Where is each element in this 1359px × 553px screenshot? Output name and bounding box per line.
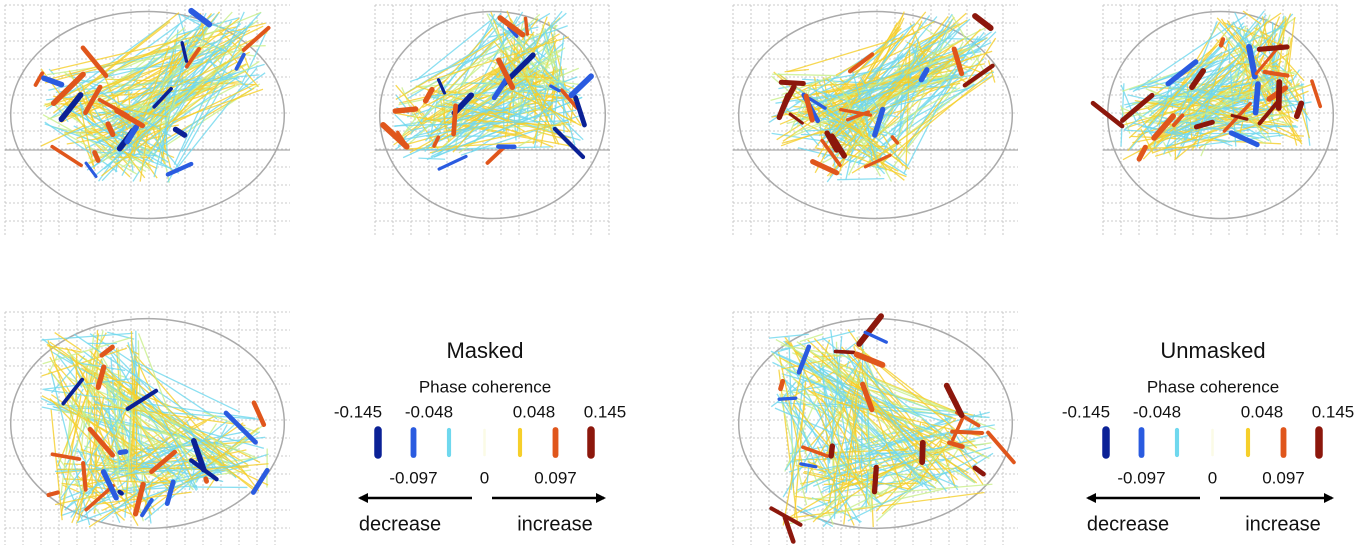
brain-view [375, 5, 610, 235]
legend-label: -0.145 [334, 402, 382, 421]
connection-strong [865, 332, 886, 342]
panel-title: Unmasked [1160, 338, 1265, 363]
brain-view [5, 312, 290, 545]
connection-strong [576, 97, 585, 124]
panel-title: Masked [446, 338, 523, 363]
legend-label: 0.048 [513, 402, 556, 421]
legend-label: -0.097 [1117, 468, 1165, 487]
connection-strong [120, 452, 126, 453]
brain-view [733, 312, 1018, 545]
connection-strong [526, 18, 528, 34]
connection-strong [779, 398, 796, 399]
connection-strong [36, 73, 43, 85]
connection-strong [555, 129, 583, 157]
legend-label: 0.097 [534, 468, 577, 487]
panel: Masked Phase coherence -0.145 -0.097 -0.048 0… [5, 5, 626, 545]
legend-label: 0 [480, 468, 489, 487]
brain-view [1093, 5, 1338, 235]
connection-strong [831, 446, 832, 456]
connection [1268, 135, 1271, 143]
connection-strong [454, 106, 456, 134]
legend-label: 0 [1208, 468, 1217, 487]
connection-strong [875, 467, 877, 491]
increase-label: increase [1245, 513, 1321, 535]
connection-strong [922, 443, 923, 462]
connection-strong [254, 403, 264, 425]
connection-strong [975, 16, 991, 28]
legend-label: -0.048 [405, 402, 453, 421]
connection-strong [120, 492, 122, 493]
connection-strong [395, 109, 415, 111]
connection-strong [952, 432, 982, 433]
brain-view [5, 5, 290, 235]
decrease-label: decrease [359, 513, 441, 535]
connection [41, 333, 133, 340]
connection-strong [781, 381, 783, 389]
connection-strong [975, 468, 984, 474]
brain-outline [11, 12, 285, 219]
connection-strong [253, 470, 267, 492]
decrease-label: decrease [1087, 513, 1169, 535]
connection [837, 179, 884, 180]
connection-strong [83, 463, 85, 489]
connection-strong [781, 82, 803, 83]
connection-strong [835, 351, 853, 352]
brain-view [733, 5, 1018, 235]
legend-title: Phase coherence [419, 377, 551, 396]
connection-strong [1259, 47, 1287, 49]
legend-label: 0.145 [584, 402, 627, 421]
connection-strong [892, 137, 897, 143]
connection-strong [95, 152, 99, 160]
legend-label: -0.048 [1133, 402, 1181, 421]
connection-strong [988, 433, 1014, 463]
legend-label: 0.097 [1262, 468, 1305, 487]
legend-label: 0.048 [1241, 402, 1284, 421]
legend-label: -0.145 [1062, 402, 1110, 421]
connection [512, 130, 553, 147]
connection-strong [49, 493, 58, 496]
legend-label: -0.097 [389, 468, 437, 487]
panel: Unmasked Phase coherence -0.145 -0.097 -0.04… [733, 5, 1354, 545]
connection-strong [1256, 84, 1258, 113]
connection-strong [571, 76, 591, 95]
legend-title: Phase coherence [1147, 377, 1279, 396]
connection-strong [1279, 82, 1280, 108]
connection-strong [426, 90, 432, 101]
connection [916, 478, 921, 479]
connection [772, 74, 840, 75]
legend-label: 0.145 [1312, 402, 1355, 421]
connection-strong [1221, 39, 1223, 45]
connection-strong [206, 479, 207, 482]
increase-label: increase [517, 513, 593, 535]
